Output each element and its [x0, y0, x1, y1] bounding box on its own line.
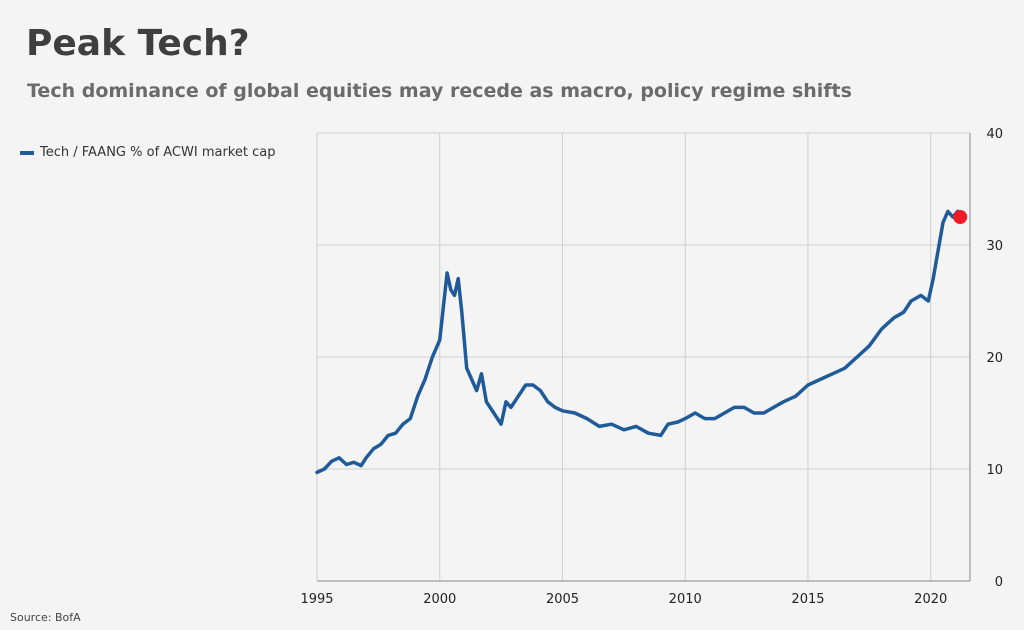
y-tick-label: 30	[986, 239, 1003, 254]
series-layer	[315, 209, 968, 475]
chart-title: Peak Tech?	[26, 23, 250, 64]
y-tick-label: 0	[995, 575, 1003, 590]
tick-labels: 1995 2000 2005 2010 2015 2020 0 10 20 30 40	[300, 127, 1003, 607]
x-tick-label: 2015	[791, 592, 824, 607]
y-tick-label: 10	[986, 463, 1003, 478]
legend-swatch	[20, 151, 34, 155]
x-tick-label: 1995	[300, 592, 333, 607]
source-note: Source: BofA	[10, 611, 81, 624]
legend-label: Tech / FAANG % of ACWI market cap	[40, 145, 276, 160]
x-tick-label: 2005	[546, 592, 579, 607]
x-tick-label: 2000	[423, 592, 456, 607]
gridlines	[316, 132, 970, 582]
y-tick-label: 20	[986, 351, 1003, 366]
x-tick-label: 2010	[669, 592, 702, 607]
series-line	[315, 209, 962, 475]
chart-subtitle: Tech dominance of global equities may re…	[27, 80, 852, 102]
x-tick-label: 2020	[914, 592, 947, 607]
legend: Tech / FAANG % of ACWI market cap	[20, 144, 290, 162]
axes	[316, 133, 971, 582]
y-tick-label: 40	[986, 127, 1003, 142]
highlight-point	[953, 210, 968, 224]
